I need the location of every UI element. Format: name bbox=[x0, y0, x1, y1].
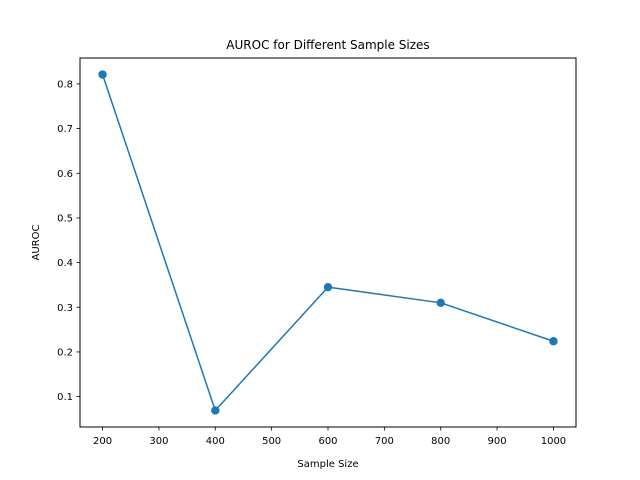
x-tick-label: 200 bbox=[93, 436, 112, 447]
x-axis: 200 300 400 500 600 700 800 900 1000 bbox=[93, 427, 566, 447]
y-axis-label: AUROC bbox=[31, 225, 42, 261]
x-tick-label: 400 bbox=[206, 436, 225, 447]
x-tick-label: 500 bbox=[262, 436, 281, 447]
y-tick-label: 0.3 bbox=[57, 303, 73, 314]
y-tick-label: 0.5 bbox=[57, 213, 73, 224]
y-tick-label: 0.7 bbox=[57, 124, 73, 135]
x-axis-label: Sample Size bbox=[297, 459, 358, 470]
plot-area bbox=[98, 70, 558, 415]
x-tick-label: 600 bbox=[318, 436, 337, 447]
y-tick-label: 0.8 bbox=[57, 79, 73, 90]
data-point bbox=[436, 298, 445, 308]
y-tick-label: 0.2 bbox=[57, 347, 73, 358]
chart-title: AUROC for Different Sample Sizes bbox=[226, 38, 429, 52]
x-tick-label: 1000 bbox=[541, 436, 566, 447]
x-tick-label: 800 bbox=[431, 436, 450, 447]
data-point bbox=[549, 337, 558, 346]
y-tick-label: 0.1 bbox=[57, 392, 73, 403]
y-axis: 0.1 0.2 0.3 0.4 0.5 0.6 0.7 0.8 bbox=[57, 79, 80, 403]
x-tick-label: 900 bbox=[488, 436, 507, 447]
y-tick-label: 0.6 bbox=[57, 169, 73, 180]
data-point bbox=[323, 282, 333, 292]
x-tick-label: 700 bbox=[375, 436, 394, 447]
x-tick-label: 300 bbox=[149, 436, 168, 447]
data-point bbox=[98, 70, 107, 79]
y-tick-label: 0.4 bbox=[57, 258, 73, 269]
data-point bbox=[211, 406, 220, 415]
